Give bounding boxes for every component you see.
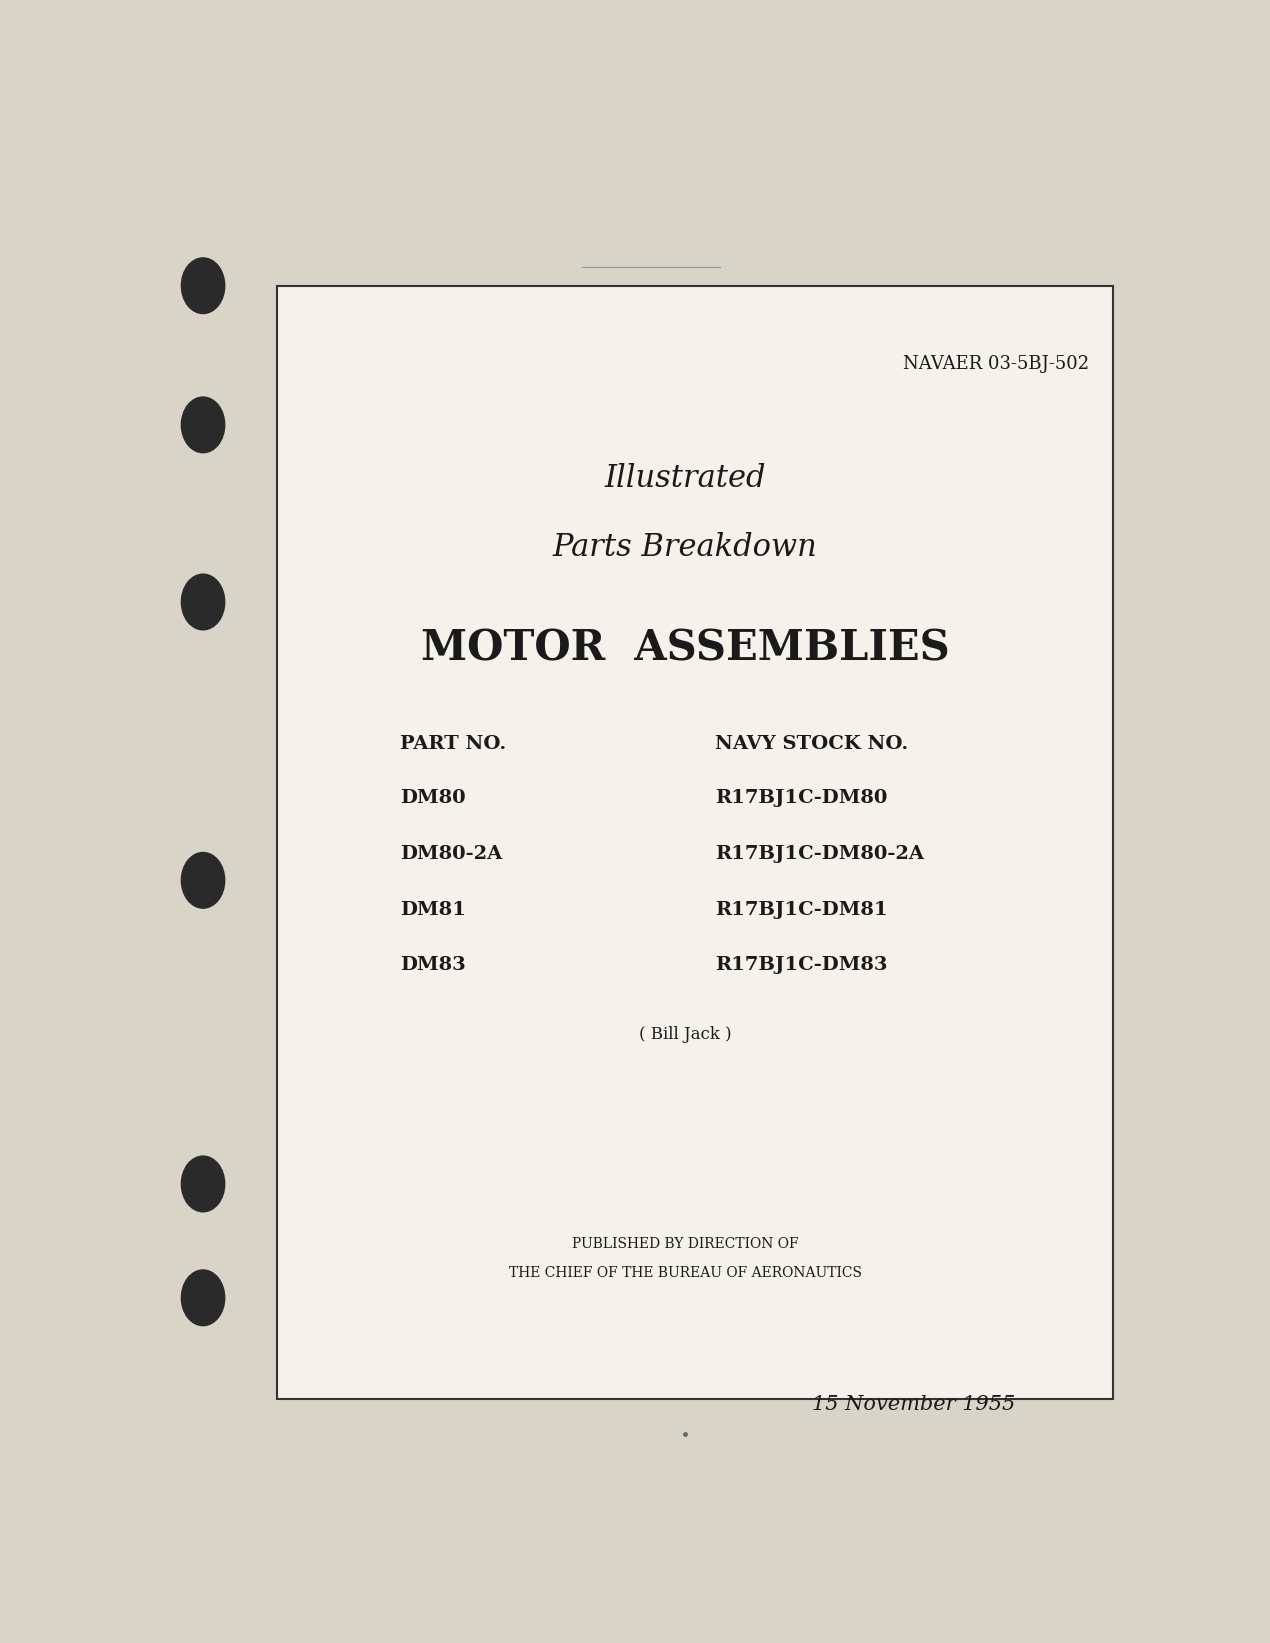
Text: 15 November 1955: 15 November 1955 — [812, 1395, 1015, 1415]
Text: DM80-2A: DM80-2A — [400, 845, 502, 863]
Text: DM83: DM83 — [400, 956, 466, 974]
Text: Parts Breakdown: Parts Breakdown — [552, 532, 818, 564]
Bar — [277, 286, 1114, 1400]
Text: THE CHIEF OF THE BUREAU OF AERONAUTICS: THE CHIEF OF THE BUREAU OF AERONAUTICS — [509, 1267, 862, 1280]
Circle shape — [182, 573, 225, 629]
Text: NAVAER 03-5BJ-502: NAVAER 03-5BJ-502 — [903, 355, 1088, 373]
Text: R17BJ1C-DM81: R17BJ1C-DM81 — [715, 900, 888, 918]
Text: R17BJ1C-DM80: R17BJ1C-DM80 — [715, 789, 888, 807]
Text: PART NO.: PART NO. — [400, 734, 507, 752]
Circle shape — [182, 853, 225, 909]
Circle shape — [182, 1157, 225, 1213]
Text: Illustrated: Illustrated — [605, 463, 766, 495]
Text: R17BJ1C-DM83: R17BJ1C-DM83 — [715, 956, 888, 974]
Text: NAVY STOCK NO.: NAVY STOCK NO. — [715, 734, 908, 752]
Text: ( Bill Jack ): ( Bill Jack ) — [639, 1025, 732, 1043]
Circle shape — [182, 1270, 225, 1326]
Text: DM81: DM81 — [400, 900, 466, 918]
Text: DM80: DM80 — [400, 789, 466, 807]
Text: R17BJ1C-DM80-2A: R17BJ1C-DM80-2A — [715, 845, 923, 863]
Text: MOTOR  ASSEMBLIES: MOTOR ASSEMBLIES — [420, 628, 950, 669]
Circle shape — [182, 398, 225, 453]
Circle shape — [182, 258, 225, 314]
Text: PUBLISHED BY DIRECTION OF: PUBLISHED BY DIRECTION OF — [572, 1237, 799, 1250]
